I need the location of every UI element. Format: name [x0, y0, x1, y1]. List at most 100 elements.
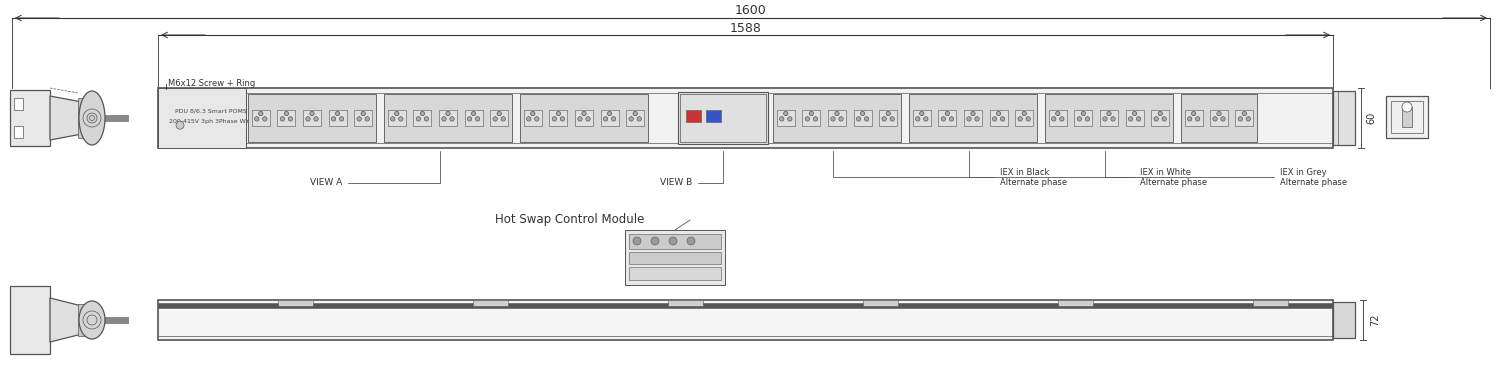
Circle shape	[1107, 111, 1111, 116]
Circle shape	[916, 117, 920, 121]
Bar	[705, 110, 720, 122]
Text: M6x12 Screw + Ring: M6x12 Screw + Ring	[168, 78, 256, 88]
Circle shape	[559, 117, 564, 121]
Bar	[1333, 91, 1355, 145]
Circle shape	[1242, 112, 1247, 116]
Bar	[1057, 300, 1093, 306]
Circle shape	[608, 111, 612, 116]
Bar	[439, 110, 457, 126]
Bar	[1235, 110, 1253, 126]
Ellipse shape	[80, 91, 105, 145]
Circle shape	[314, 117, 319, 121]
Bar	[626, 230, 725, 285]
Text: 1588: 1588	[729, 21, 761, 35]
Circle shape	[996, 111, 1000, 116]
Bar	[1181, 94, 1257, 142]
Bar	[78, 304, 86, 336]
Circle shape	[587, 117, 590, 121]
Circle shape	[493, 117, 498, 121]
Circle shape	[881, 117, 886, 121]
Bar	[384, 94, 511, 142]
Circle shape	[1086, 117, 1089, 121]
Bar	[1151, 110, 1169, 126]
Bar	[803, 110, 820, 126]
Bar	[863, 300, 898, 306]
Circle shape	[552, 117, 556, 121]
Circle shape	[1051, 117, 1056, 121]
Ellipse shape	[80, 301, 105, 339]
Circle shape	[967, 117, 972, 121]
Circle shape	[890, 117, 895, 121]
Circle shape	[391, 117, 396, 121]
Circle shape	[633, 237, 641, 245]
Circle shape	[365, 117, 370, 121]
Circle shape	[809, 111, 814, 116]
Bar	[626, 110, 644, 126]
Bar	[1074, 110, 1092, 126]
Circle shape	[1247, 117, 1250, 121]
Circle shape	[450, 117, 454, 121]
Bar	[248, 94, 376, 142]
Bar	[277, 110, 295, 126]
Bar	[1099, 110, 1117, 126]
Text: VIEW B: VIEW B	[660, 151, 723, 187]
Bar	[158, 300, 1333, 340]
Bar	[908, 94, 1036, 142]
Bar	[668, 300, 702, 306]
Circle shape	[394, 111, 399, 116]
Circle shape	[923, 117, 928, 121]
Circle shape	[1077, 117, 1081, 121]
Text: 60: 60	[1366, 112, 1376, 124]
Circle shape	[603, 117, 608, 121]
Circle shape	[1221, 117, 1226, 121]
Bar	[388, 110, 406, 126]
Circle shape	[361, 111, 365, 116]
Circle shape	[830, 117, 835, 121]
Circle shape	[839, 117, 844, 121]
Circle shape	[805, 117, 809, 121]
Circle shape	[1128, 117, 1133, 121]
Circle shape	[669, 237, 677, 245]
Bar	[11, 286, 50, 354]
Circle shape	[420, 111, 424, 116]
Bar	[773, 94, 901, 142]
Bar	[158, 88, 247, 148]
Text: IEX in White
Alternate phase: IEX in White Alternate phase	[969, 151, 1208, 187]
Circle shape	[856, 117, 860, 121]
Circle shape	[417, 117, 421, 121]
Bar	[1185, 110, 1203, 126]
Circle shape	[254, 117, 259, 121]
Circle shape	[259, 111, 263, 116]
Circle shape	[1133, 111, 1137, 116]
Circle shape	[176, 121, 183, 129]
Circle shape	[1402, 102, 1412, 112]
Circle shape	[263, 117, 268, 121]
Circle shape	[835, 111, 839, 116]
Circle shape	[496, 111, 501, 116]
Circle shape	[424, 117, 429, 121]
Circle shape	[1158, 111, 1163, 116]
Bar	[414, 110, 432, 126]
Circle shape	[993, 117, 997, 121]
Circle shape	[442, 117, 447, 121]
Circle shape	[305, 117, 310, 121]
Circle shape	[1023, 111, 1026, 116]
Bar	[938, 110, 957, 126]
Circle shape	[1196, 117, 1200, 121]
Circle shape	[1056, 111, 1060, 116]
Circle shape	[1000, 117, 1005, 121]
Circle shape	[1217, 112, 1221, 116]
Bar	[1387, 96, 1427, 138]
Circle shape	[280, 117, 284, 121]
Circle shape	[970, 111, 975, 116]
Circle shape	[687, 237, 695, 245]
Circle shape	[1191, 112, 1196, 116]
Text: IEX in Grey
Alternate phase: IEX in Grey Alternate phase	[1105, 151, 1348, 187]
Circle shape	[340, 117, 344, 121]
Circle shape	[949, 117, 954, 121]
Circle shape	[633, 111, 638, 116]
Circle shape	[784, 111, 788, 116]
Bar	[913, 110, 931, 126]
Circle shape	[475, 117, 480, 121]
Text: 200-415V 3ph 3Phase WYE: 200-415V 3ph 3Phase WYE	[168, 118, 253, 124]
